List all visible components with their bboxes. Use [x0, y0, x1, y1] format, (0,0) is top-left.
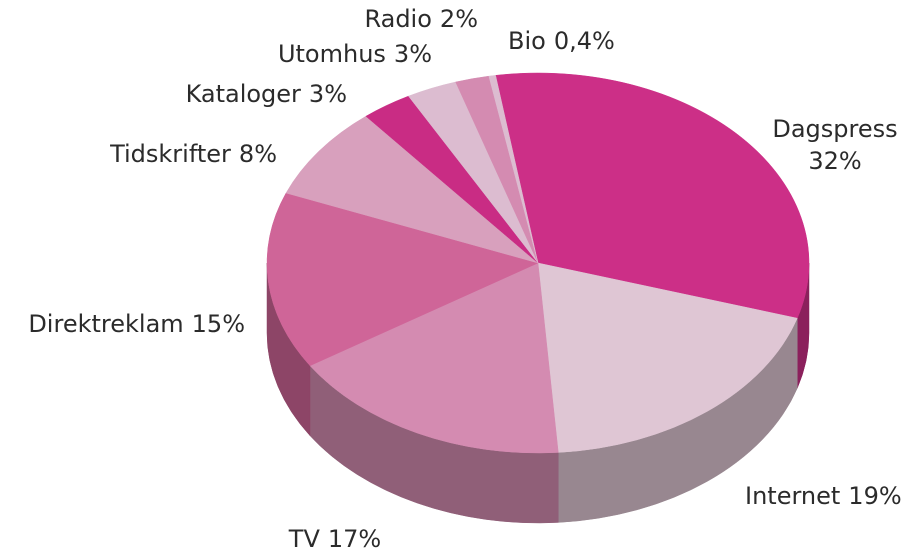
- slice-label: Utomhus 3%: [278, 40, 432, 68]
- slice: [495, 72, 810, 319]
- slice-label: TV 17%: [288, 525, 381, 553]
- category-name: Dagspress: [772, 115, 897, 143]
- value-label: 8%: [239, 140, 277, 168]
- category-name: Bio: [508, 27, 546, 55]
- slice-label: Direktreklam 15%: [28, 310, 245, 338]
- category-name: Internet: [745, 482, 840, 510]
- slice-label: Radio 2%: [364, 5, 478, 33]
- category-name: Radio: [364, 5, 431, 33]
- value-label: 19%: [848, 482, 901, 510]
- category-name: Kataloger: [186, 80, 301, 108]
- category-name: Utomhus: [278, 40, 386, 68]
- category-name: Tidskrifter: [109, 140, 231, 168]
- slice-label: Bio 0,4%: [508, 27, 615, 55]
- value-label: 3%: [394, 40, 432, 68]
- category-name: Direktreklam: [28, 310, 183, 338]
- category-name: TV: [288, 525, 321, 553]
- value-label: 17%: [328, 525, 381, 553]
- slice-label: Dagspress 32%: [772, 115, 897, 175]
- slice-label: Tidskrifter 8%: [109, 140, 277, 168]
- slice: [537, 262, 798, 453]
- value-label: 32%: [808, 147, 861, 175]
- slice-label: Internet 19%: [745, 482, 902, 510]
- value-label: 15%: [192, 310, 245, 338]
- value-label: 3%: [309, 80, 347, 108]
- value-label: 2%: [440, 5, 478, 33]
- slice: [309, 262, 559, 454]
- slice-label: Kataloger 3%: [186, 80, 347, 108]
- slice: [266, 192, 539, 367]
- value-label: 0,4%: [554, 27, 615, 55]
- slice: [488, 75, 539, 264]
- slice: [285, 115, 539, 264]
